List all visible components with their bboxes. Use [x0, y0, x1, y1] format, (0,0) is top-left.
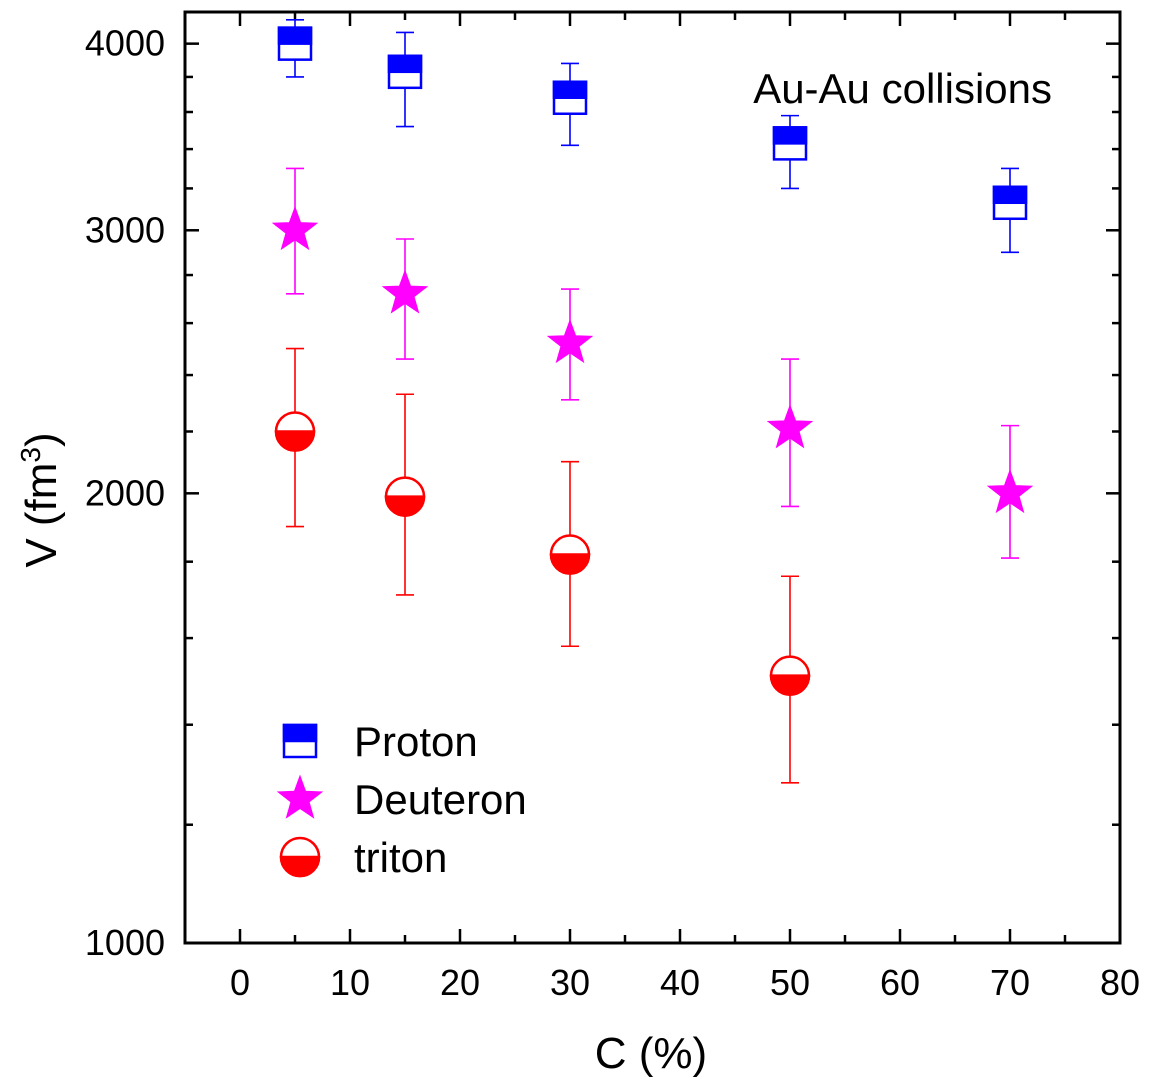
x-tick-label: 80 — [1100, 962, 1140, 1003]
x-axis-label: C (%) — [595, 1029, 707, 1078]
deuteron-point — [271, 205, 319, 251]
legend-proton-marker-fill — [282, 723, 318, 743]
triton-point-fill — [384, 495, 426, 517]
series-deuteron — [271, 167, 1034, 559]
proton-point-fill — [277, 26, 313, 45]
legend-triton-marker-fill — [279, 855, 321, 878]
triton-point-fill — [769, 674, 811, 696]
x-tick-label: 30 — [550, 962, 590, 1003]
y-tick-label: 4000 — [85, 23, 165, 64]
y-axis: 1000 2000 3000 4000 — [85, 10, 1120, 963]
x-tick-label: 20 — [440, 962, 480, 1003]
legend-item-deuteron: Deuteron — [276, 774, 527, 823]
deuteron-point — [546, 318, 594, 364]
series-triton — [274, 347, 811, 784]
y-axis-label: V (fm3) — [15, 432, 66, 567]
proton-point-fill — [772, 126, 808, 145]
x-tick-label: 0 — [230, 962, 250, 1003]
proton-point-fill — [387, 54, 423, 74]
legend-deuteron-label: Deuteron — [354, 776, 527, 823]
deuteron-point — [766, 404, 814, 449]
deuteron-point — [986, 468, 1034, 514]
proton-point-fill — [992, 185, 1028, 205]
series-proton — [277, 18, 1028, 254]
x-axis: 0 10 20 30 40 50 60 70 80 — [230, 12, 1140, 1003]
y-axis-label-close: ) — [17, 432, 66, 447]
plot-frame — [183, 10, 1122, 945]
x-tick-label: 40 — [660, 962, 700, 1003]
triton-point-fill — [274, 430, 316, 452]
y-tick-label: 2000 — [85, 472, 165, 513]
x-tick-label: 60 — [880, 962, 920, 1003]
annotation-text: Au-Au collisions — [753, 65, 1052, 112]
x-tick-label: 50 — [770, 962, 810, 1003]
plot-border — [183, 10, 1122, 945]
legend-item-triton: triton — [279, 834, 447, 881]
series-layer — [271, 18, 1034, 784]
legend-proton-label: Proton — [354, 718, 478, 765]
x-tick-label: 10 — [330, 962, 370, 1003]
legend-deuteron-marker — [276, 774, 324, 819]
y-axis-label-main: V (fm — [17, 463, 66, 568]
y-axis-label-superscript: 3 — [15, 447, 46, 463]
deuteron-point — [381, 269, 429, 314]
y-tick-label: 3000 — [85, 209, 165, 250]
legend-triton-label: triton — [354, 834, 447, 881]
proton-point-fill — [552, 80, 588, 99]
legend: Proton Deuteron triton — [276, 718, 527, 881]
y-tick-label: 1000 — [85, 922, 165, 963]
legend-item-proton: Proton — [282, 718, 478, 765]
triton-point-fill — [549, 553, 591, 575]
x-tick-label: 70 — [990, 962, 1030, 1003]
